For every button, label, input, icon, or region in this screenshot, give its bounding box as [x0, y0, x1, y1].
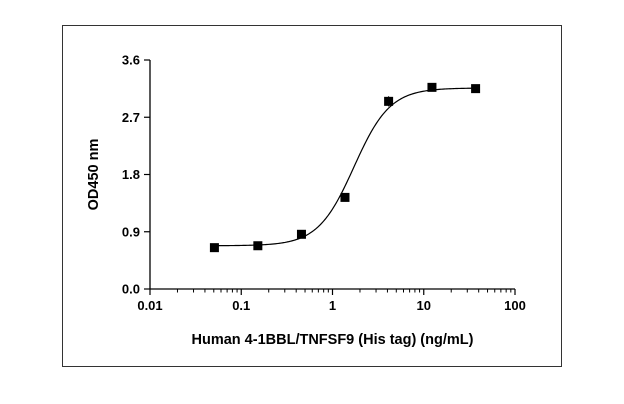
y-ticks: 0.0 0.9 1.8 2.7 3.6 [122, 53, 150, 297]
data-point [253, 241, 263, 251]
data-point [340, 192, 350, 202]
y-tick-label: 2.7 [122, 110, 140, 125]
chart-frame [62, 25, 562, 367]
y-tick-label: 3.6 [122, 53, 140, 68]
x-tick-label: 0.01 [137, 298, 162, 313]
data-point [296, 229, 306, 239]
x-tick-label: 10 [417, 298, 431, 313]
fit-curve [214, 87, 476, 247]
x-tick-label: 0.1 [232, 298, 250, 313]
x-tick-label: 1 [329, 298, 336, 313]
y-tick-label: 0.9 [122, 224, 140, 239]
data-point [384, 96, 394, 106]
x-tick-label: 100 [504, 298, 526, 313]
y-tick-label: 0.0 [122, 282, 140, 297]
data-points [209, 82, 481, 253]
y-axis-label: OD450 nm [86, 139, 102, 211]
data-point [471, 84, 481, 94]
x-axis-label: Human 4-1BBL/TNFSF9 (His tag) (ng/mL) [192, 332, 474, 348]
x-ticks: 0.01 0.1 1 10 100 [137, 289, 526, 313]
data-point [427, 82, 437, 92]
data-point [209, 243, 219, 253]
y-tick-label: 1.8 [122, 167, 140, 182]
axes [149, 60, 515, 290]
